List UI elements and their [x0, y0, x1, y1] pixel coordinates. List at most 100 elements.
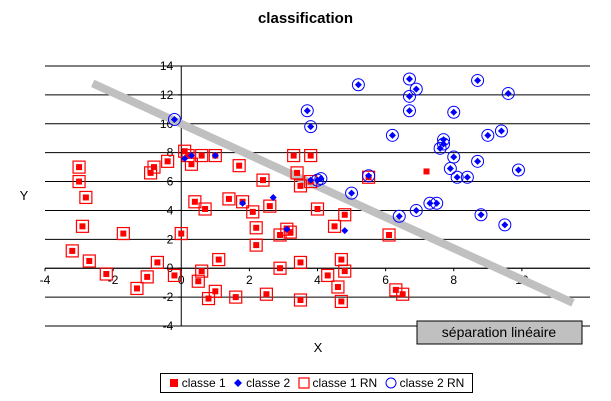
- point-classe-1: [188, 161, 195, 168]
- point-classe-1: [277, 232, 284, 238]
- point-classe-2-rn: [443, 162, 457, 176]
- point-classe-1: [386, 232, 393, 238]
- point-classe-1: [144, 273, 151, 280]
- point-classe-2-rn: [501, 86, 515, 100]
- x-tick-label: 6: [382, 273, 389, 287]
- point-classe-1-rn: [232, 159, 246, 173]
- point-classe-1: [423, 168, 430, 175]
- point-classe-1: [392, 286, 399, 293]
- point-classe-1-rn: [140, 270, 154, 284]
- point-classe-1-rn: [259, 287, 274, 301]
- point-classe-2: [484, 131, 492, 139]
- filled-square-icon: [169, 379, 178, 387]
- point-classe-1: [195, 278, 202, 285]
- point-classe-2-rn: [304, 120, 318, 134]
- point-classe-2-rn: [300, 104, 314, 118]
- point-classe-2-rn: [314, 172, 328, 186]
- point-classe-2: [395, 212, 403, 220]
- point-classe-1: [76, 164, 83, 171]
- point-classe-2-rn: [481, 128, 495, 142]
- chart-title: classification: [257, 10, 354, 27]
- point-classe-1: [314, 206, 321, 212]
- point-classe-1: [86, 258, 93, 264]
- point-classe-1: [82, 194, 89, 201]
- point-classe-1-rn: [191, 274, 205, 288]
- point-classe-1: [164, 158, 171, 165]
- point-classe-1: [297, 182, 304, 189]
- y-tick-label: 14: [160, 59, 174, 73]
- point-classe-1-rn: [208, 284, 222, 298]
- point-classe-1: [297, 297, 304, 303]
- point-classe-2: [354, 81, 362, 89]
- y-tick-label: 4: [167, 203, 174, 217]
- point-classe-2-rn: [450, 170, 464, 184]
- point-classe-2-rn: [402, 72, 416, 86]
- point-classe-1-rn: [65, 244, 79, 258]
- point-classe-1-rn: [321, 268, 335, 283]
- point-classe-1: [212, 288, 219, 295]
- point-classe-1: [178, 230, 185, 237]
- point-classe-2: [365, 172, 373, 180]
- annotation-box: [416, 320, 583, 345]
- point-classe-1: [154, 259, 161, 266]
- point-classe-1: [147, 169, 154, 176]
- x-tick-label: 8: [450, 273, 457, 287]
- point-classe-1: [260, 177, 266, 184]
- point-classe-2: [497, 127, 505, 135]
- point-classe-1: [341, 211, 348, 218]
- point-classe-1: [120, 230, 127, 237]
- annotation-layer: séparation linéaire: [416, 320, 583, 345]
- point-classe-1-rn: [293, 179, 308, 193]
- point-classe-2-rn: [471, 154, 485, 168]
- point-classe-1: [266, 203, 273, 210]
- point-classe-1: [191, 198, 198, 205]
- point-classe-1-rn: [229, 290, 243, 304]
- point-classe-2-rn: [402, 104, 416, 118]
- point-classe-1-rn: [201, 291, 216, 306]
- x-tick-label: 2: [246, 273, 253, 287]
- point-classe-1-rn: [195, 264, 209, 278]
- point-classe-2: [477, 211, 485, 219]
- point-classe-2: [307, 176, 315, 184]
- point-classe-2-rn: [392, 209, 406, 223]
- point-classe-2-rn: [474, 208, 488, 222]
- point-classe-2-rn: [433, 141, 447, 155]
- y-tick-label: 2: [167, 232, 174, 246]
- point-classe-1-rn: [310, 202, 325, 216]
- point-classe-1-rn: [293, 293, 308, 307]
- y-tick-label: -4: [163, 319, 174, 333]
- point-classe-2-rn: [447, 150, 461, 164]
- point-classe-1-rn: [290, 166, 304, 180]
- point-classe-2-rn: [409, 203, 423, 217]
- point-classe-2: [405, 107, 413, 115]
- point-classe-1: [232, 294, 239, 301]
- point-classe-2-rn: [351, 78, 365, 92]
- point-classe-1-rn: [249, 221, 263, 235]
- annotation-text: séparation linéaire: [442, 324, 557, 340]
- legend: classe 1 classe 2 classe 1 RN classe 2 R…: [160, 373, 473, 393]
- point-classe-1-rn: [263, 199, 277, 213]
- point-classe-1-rn: [334, 294, 348, 309]
- point-classe-1: [334, 284, 341, 290]
- point-classe-2-rn: [460, 170, 474, 184]
- legend-item-classe-2: classe 2: [233, 376, 290, 390]
- point-classe-2: [239, 199, 247, 207]
- point-classe-2: [436, 144, 444, 152]
- point-classe-1: [307, 152, 314, 159]
- point-classe-1-rn: [116, 226, 130, 241]
- point-classe-2: [412, 206, 420, 214]
- point-classe-1-rn: [72, 160, 86, 174]
- point-classe-1: [277, 265, 284, 272]
- point-classe-2: [453, 173, 461, 181]
- point-classe-1: [253, 242, 260, 249]
- point-classe-2: [269, 193, 277, 201]
- open-circle-icon: [385, 377, 397, 389]
- point-classe-2-rn: [362, 169, 376, 183]
- point-classe-2: [170, 115, 178, 123]
- point-classe-1: [151, 164, 157, 171]
- point-classe-1-rn: [79, 190, 93, 205]
- point-classe-1: [236, 162, 243, 169]
- point-classe-1-rn: [222, 192, 236, 206]
- point-classe-2-rn: [471, 73, 485, 87]
